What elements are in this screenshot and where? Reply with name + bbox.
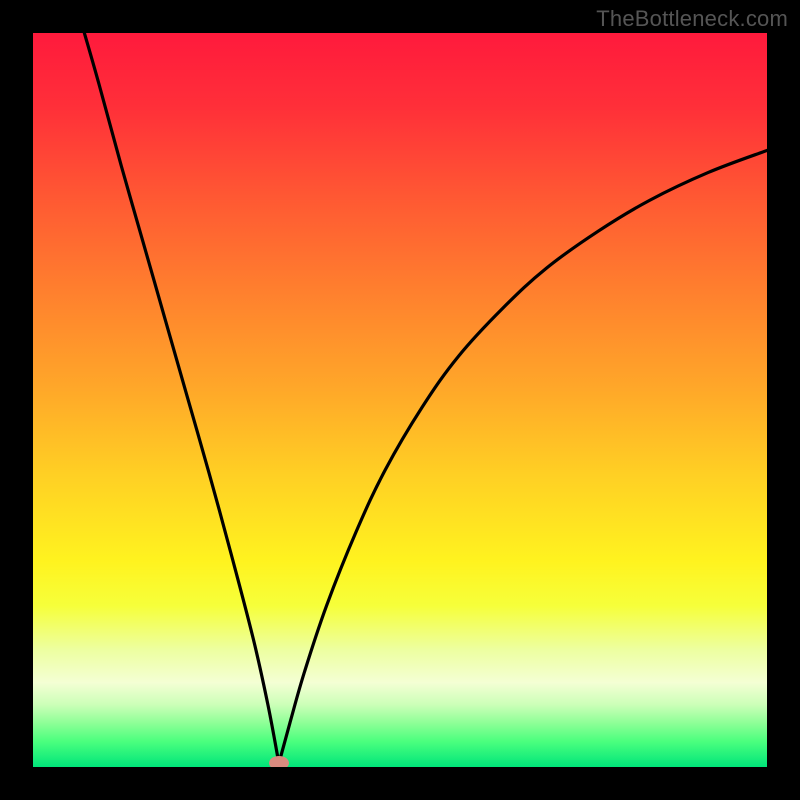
chart-container: TheBottleneck.com [0,0,800,800]
watermark-text: TheBottleneck.com [596,6,788,32]
plot-area [33,33,767,767]
optimum-marker [269,756,289,767]
bottleneck-curve [33,33,767,767]
